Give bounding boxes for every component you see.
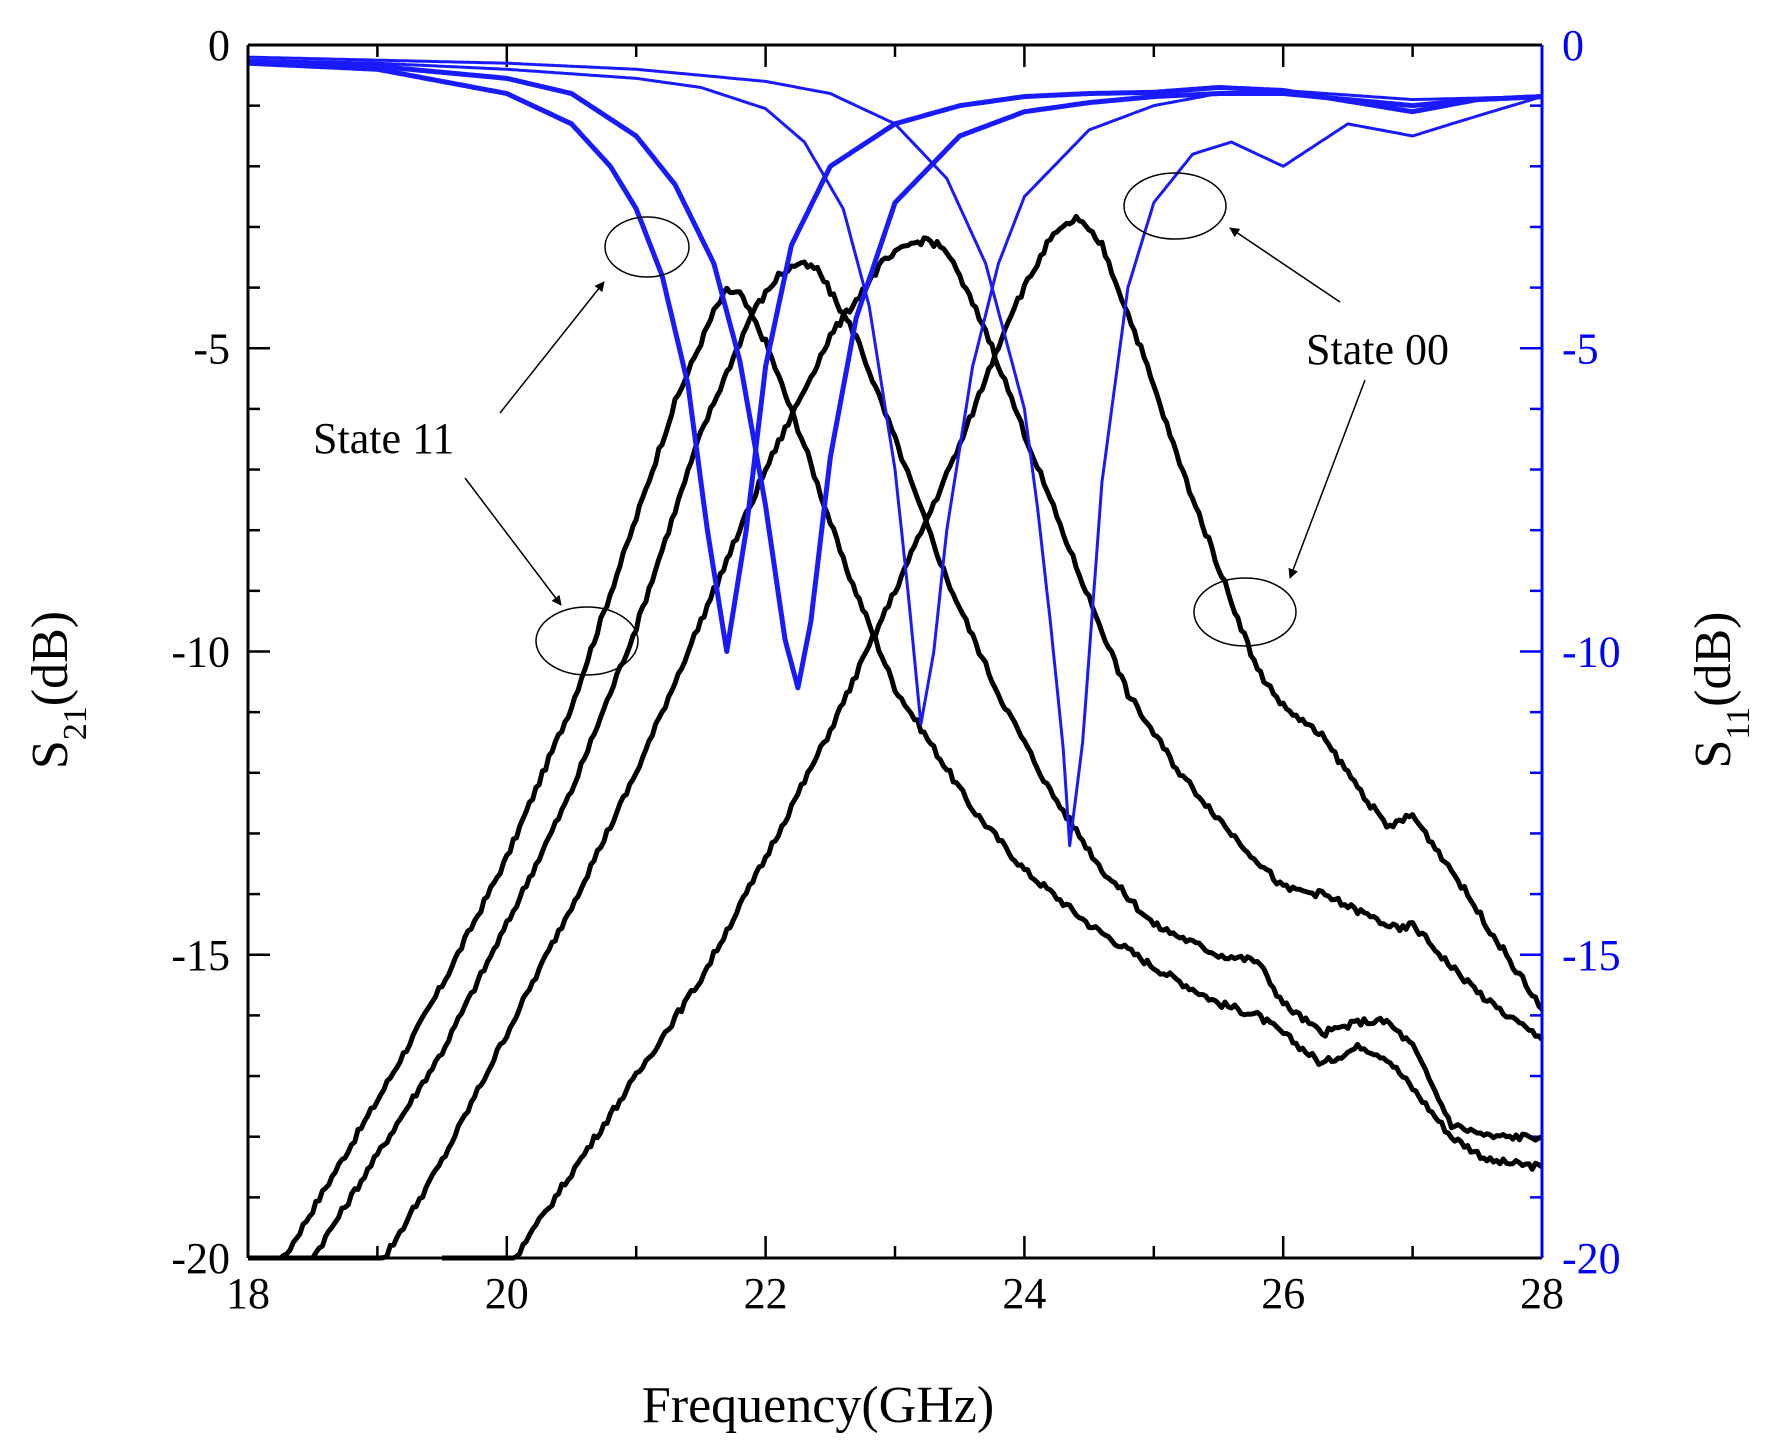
y-tick-label-left: -20 — [171, 1234, 230, 1283]
annotations: State 11 State 00 — [313, 172, 1449, 676]
tick-marks: 18 20 22 24 26 28 0 -5 -10 -15 -20 0 -5 -10 -15 -20 — [171, 21, 1620, 1318]
x-tick-label: 24 — [1002, 1269, 1046, 1318]
y-axis-right-title: S11(dB) — [1685, 612, 1757, 769]
y-right-unit: (dB) — [1685, 612, 1742, 707]
state-11-arrow-up — [499, 281, 605, 414]
y-right-sub: 11 — [1720, 707, 1757, 740]
y-tick-label-right: -20 — [1562, 1234, 1621, 1283]
x-axis-title: Frequency(GHz) — [642, 1377, 994, 1434]
y-tick-label-right: -5 — [1562, 324, 1599, 373]
y-right-main: S — [1685, 740, 1742, 769]
state-11-ellipse-s11 — [604, 216, 690, 278]
series-line-4 — [442, 213, 1544, 1261]
y-tick-label-left: -5 — [193, 324, 230, 373]
y-left-sub: 21 — [57, 706, 94, 740]
plot-frame — [246, 43, 1544, 1260]
y-tick-label-left: -10 — [171, 628, 230, 677]
state-00-label: State 00 — [1306, 325, 1449, 374]
y-left-main: S — [22, 740, 79, 769]
x-tick-label: 22 — [744, 1269, 788, 1318]
x-tick-label: 26 — [1261, 1269, 1305, 1318]
state-11-ellipse-s21 — [535, 606, 639, 676]
y-tick-label-left: -15 — [171, 931, 230, 980]
y-tick-label-left: 0 — [208, 21, 230, 70]
series-line-1 — [248, 285, 1544, 1261]
series-line-7 — [248, 58, 1542, 726]
state-00-arrow-down — [1288, 379, 1366, 579]
y-tick-label-right: -15 — [1562, 931, 1621, 980]
state-00-ellipse-s21 — [1193, 577, 1297, 647]
x-tick-label: 18 — [226, 1269, 270, 1318]
x-tick-label: 20 — [485, 1269, 529, 1318]
state-11-arrow-down — [464, 477, 562, 606]
state-00-arrow-up — [1229, 227, 1341, 303]
series-line-3 — [312, 235, 1544, 1261]
state-00-ellipse-s11 — [1123, 172, 1227, 240]
y-axis-left-title: S21(dB) — [22, 611, 94, 769]
axis-labels: Frequency(GHz) S21(dB) S11(dB) — [22, 611, 1757, 1434]
series-layer — [247, 55, 1544, 1261]
x-tick-label: 28 — [1520, 1269, 1564, 1318]
series-line-8 — [247, 55, 1543, 848]
y-left-unit: (dB) — [22, 611, 79, 706]
series-line-6 — [247, 60, 1543, 691]
y-tick-label-right: 0 — [1562, 21, 1584, 70]
state-11-label: State 11 — [313, 414, 454, 463]
series-line-2 — [248, 259, 1544, 1261]
y-tick-label-right: -10 — [1562, 628, 1621, 677]
